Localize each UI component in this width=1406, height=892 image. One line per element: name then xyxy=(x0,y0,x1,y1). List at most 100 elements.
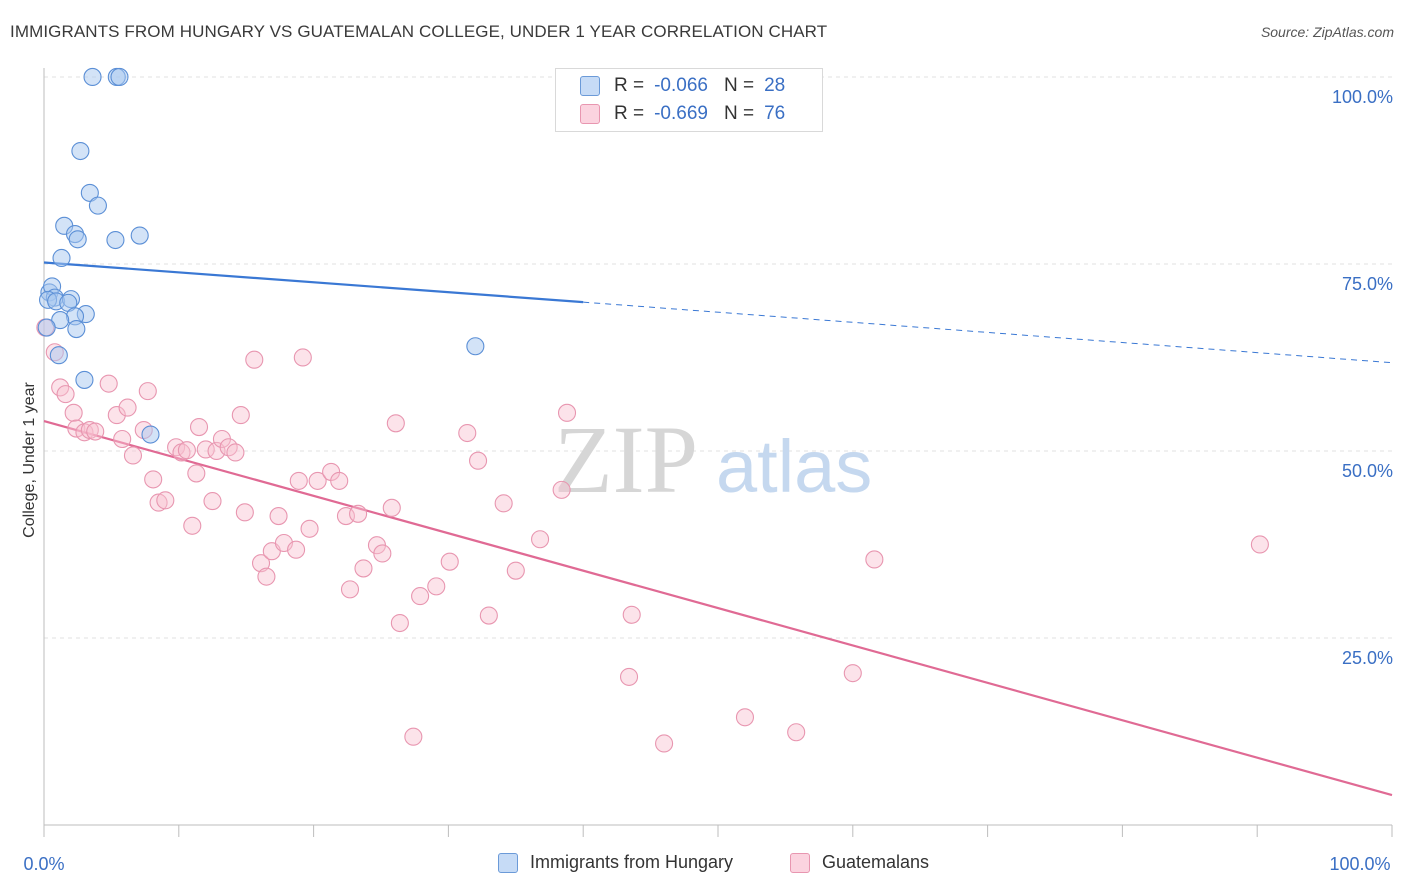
y-tick-label: 75.0% xyxy=(1342,274,1393,294)
point-guatemalans xyxy=(655,734,674,753)
point-guatemalans xyxy=(390,613,409,633)
point-guatemalans xyxy=(113,429,132,449)
point-guatemalans xyxy=(183,516,202,535)
point-guatemalans xyxy=(287,540,306,559)
point-guatemalans xyxy=(123,446,143,465)
y-tick-label: 100.0% xyxy=(1332,87,1393,107)
point-guatemalans xyxy=(257,567,276,586)
legend-n-label: N = xyxy=(723,75,755,96)
point-guatemalans xyxy=(289,471,308,490)
legend-r-label: R = xyxy=(614,75,645,96)
point-guatemalans xyxy=(226,443,245,462)
point-guatemalans xyxy=(149,493,168,512)
legend-n-label: N = xyxy=(723,103,755,124)
grid-lines xyxy=(44,76,1392,639)
point-guatemalans xyxy=(56,385,75,404)
point-guatemalans xyxy=(622,605,641,624)
point-guatemalans xyxy=(118,398,137,417)
point-guatemalans xyxy=(269,507,288,526)
x-tick-label: 100.0% xyxy=(1329,854,1390,874)
point-hungary xyxy=(75,370,94,389)
point-guatemalans xyxy=(231,406,250,425)
point-guatemalans xyxy=(187,464,206,483)
point-guatemalans xyxy=(494,494,513,513)
point-guatemalans xyxy=(427,577,446,596)
point-guatemalans xyxy=(787,723,806,742)
point-guatemalans xyxy=(386,414,405,433)
watermark-zip: ZIP xyxy=(554,406,698,513)
legend-item-hungary: Immigrants from Hungary xyxy=(498,852,733,873)
point-guatemalans xyxy=(99,374,118,393)
point-guatemalans xyxy=(349,504,368,523)
point-hungary xyxy=(130,226,149,245)
point-hungary xyxy=(49,346,68,365)
point-guatemalans xyxy=(557,403,577,422)
point-guatemalans xyxy=(107,406,126,425)
point-guatemalans xyxy=(86,422,105,441)
point-guatemalans xyxy=(156,491,175,510)
trend-line-guatemalans xyxy=(43,419,1393,797)
point-guatemalans xyxy=(144,470,163,489)
y-tick-label: 50.0% xyxy=(1342,461,1393,481)
point-guatemalans xyxy=(308,471,327,490)
point-guatemalans xyxy=(865,550,884,569)
point-guatemalans xyxy=(404,727,423,746)
point-hungary xyxy=(88,196,107,215)
source-label: Source: ZipAtlas.com xyxy=(1260,24,1394,40)
point-guatemalans xyxy=(203,492,222,511)
watermark-atlas: atlas xyxy=(716,425,872,508)
point-guatemalans xyxy=(735,708,755,727)
y-tick-label: 25.0% xyxy=(1342,648,1393,668)
legend-label-hungary: Immigrants from Hungary xyxy=(530,852,734,872)
x-tick-label: 0.0% xyxy=(23,854,64,874)
point-hungary xyxy=(106,230,125,250)
series-legend: Immigrants from Hungary Guatemalans xyxy=(0,852,1406,876)
point-guatemalans xyxy=(1250,535,1269,554)
point-guatemalans xyxy=(354,559,373,578)
point-guatemalans xyxy=(330,471,349,490)
point-guatemalans xyxy=(843,664,862,683)
axes xyxy=(43,68,1393,837)
series-guatemalans xyxy=(36,318,1269,753)
tick-labels: 25.0% 50.0% 75.0% 100.0% 0.0% 100.0% xyxy=(23,87,1393,874)
point-hungary xyxy=(37,318,56,337)
legend-swatch-guatemalans xyxy=(580,104,600,124)
point-guatemalans xyxy=(177,441,196,460)
legend-swatch-guatemalans xyxy=(790,852,810,873)
point-guatemalans xyxy=(251,554,271,573)
legend-row-guatemalans: R = -0.669 N = 76 xyxy=(556,100,785,128)
point-guatemalans xyxy=(293,348,312,367)
legend-swatch-hungary xyxy=(580,76,600,96)
legend-r-label: R = xyxy=(614,103,645,124)
point-hungary xyxy=(52,248,71,268)
point-guatemalans xyxy=(411,587,430,606)
point-hungary xyxy=(67,319,86,339)
point-guatemalans xyxy=(440,552,459,571)
stats-legend: R = -0.066 N = 28 R = -0.669 N = 76 xyxy=(555,68,823,132)
chart-title: IMMIGRANTS FROM HUNGARY VS GUATEMALAN CO… xyxy=(10,22,828,41)
legend-r-value: -0.066 xyxy=(654,75,708,96)
point-guatemalans xyxy=(382,498,401,517)
legend-label-guatemalans: Guatemalans xyxy=(822,852,930,872)
point-guatemalans xyxy=(207,441,226,461)
watermark: ZIP atlas xyxy=(554,406,872,513)
point-guatemalans xyxy=(458,423,477,443)
point-guatemalans xyxy=(479,606,498,625)
point-hungary xyxy=(80,183,99,202)
point-guatemalans xyxy=(619,667,639,686)
point-guatemalans xyxy=(300,519,319,538)
trend-lines xyxy=(43,261,1393,797)
point-guatemalans xyxy=(167,438,186,457)
y-axis-label: College, Under 1 year xyxy=(21,382,38,538)
point-hungary xyxy=(141,425,160,444)
point-hungary xyxy=(71,141,90,161)
point-guatemalans xyxy=(506,561,525,580)
point-guatemalans xyxy=(138,382,157,401)
legend-r-value: -0.669 xyxy=(654,103,708,124)
point-guatemalans xyxy=(340,580,360,599)
legend-item-guatemalans: Guatemalans xyxy=(790,852,929,873)
point-guatemalans xyxy=(469,451,488,470)
trend-line-hungary xyxy=(43,261,584,304)
point-guatemalans xyxy=(245,350,264,369)
